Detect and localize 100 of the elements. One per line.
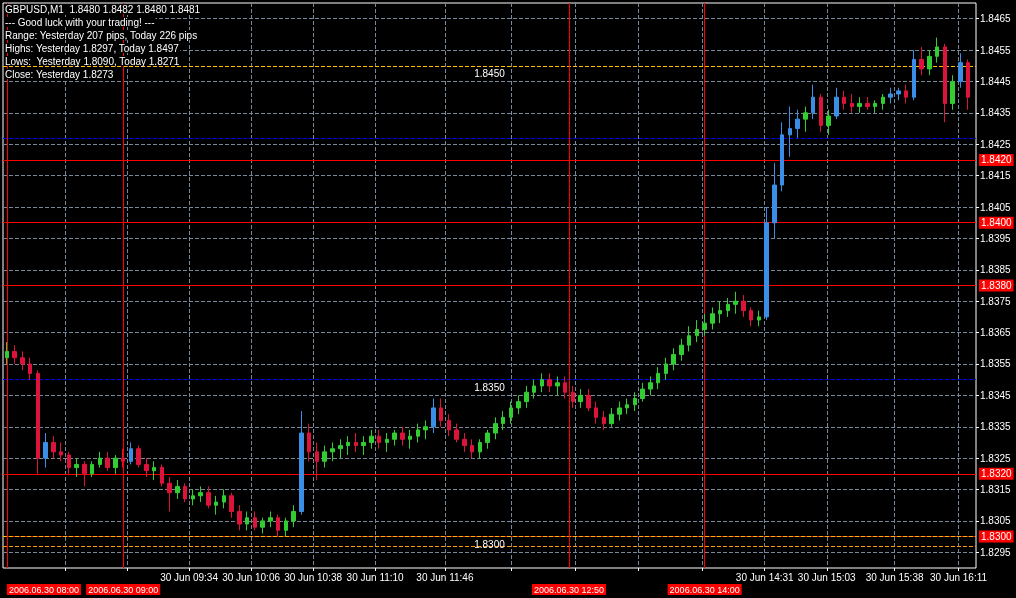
candlestick [609, 407, 614, 428]
annotation: --- Good luck with your trading! --- [5, 16, 155, 28]
chart-title: GBPUSD,M1 1.8480 1.8482 1.8480 1.8481 [5, 3, 201, 15]
candlestick [718, 300, 722, 324]
candlestick [74, 457, 79, 478]
candlestick [167, 476, 172, 512]
candlestick [757, 310, 761, 327]
candlestick [229, 492, 234, 519]
candlestick [919, 46, 924, 76]
ref-line-label: 1.8420 [981, 154, 1013, 166]
candlestick [377, 429, 381, 450]
candlestick [540, 372, 544, 393]
candlestick [509, 401, 513, 425]
y-tick-label: 1.8295 [980, 546, 1012, 558]
x-tick-label: 30 Jun 11:10 [346, 571, 405, 583]
candlestick [121, 448, 125, 469]
candlestick [51, 435, 56, 459]
candlestick [547, 372, 552, 393]
candlestick [330, 441, 335, 462]
ref-line-label: 1.8450 [474, 68, 506, 80]
ref-line-label: 2006.06.30 09:00 [88, 584, 159, 595]
candlestick [315, 441, 319, 481]
candlestick [237, 504, 242, 531]
annotation: Lows: Yesterday 1.8090, Today 1.8271 [5, 55, 180, 67]
candlestick [322, 445, 327, 469]
candlestick [423, 419, 428, 440]
candlestick [354, 432, 358, 453]
ref-line-label: 2006.06.30 12:50 [533, 584, 605, 595]
candlestick [454, 423, 459, 443]
candlestick [648, 376, 653, 396]
candlestick [43, 432, 48, 469]
ref-line-label: 1.8380 [981, 280, 1013, 291]
y-tick-label: 1.8355 [980, 358, 1012, 370]
x-tick-label: 30 Jun 10:06 [222, 571, 281, 583]
candlestick [850, 93, 854, 114]
y-tick-label: 1.8365 [980, 327, 1012, 339]
candlestick [222, 489, 226, 509]
candlestick [291, 504, 296, 528]
candlestick [578, 388, 583, 409]
y-tick-label: 1.8425 [980, 138, 1012, 150]
candlestick [67, 451, 71, 475]
candlestick [260, 517, 265, 534]
candlestick [881, 93, 885, 111]
y-tick-label: 1.8385 [980, 264, 1012, 276]
candlestick [764, 206, 769, 321]
candlestick [152, 460, 156, 481]
candlestick [803, 106, 808, 133]
candlestick [563, 376, 567, 399]
candlestick [160, 463, 164, 487]
candlestick [912, 49, 916, 101]
candlestick [896, 87, 901, 101]
candlestick [927, 49, 932, 76]
candlestick [129, 441, 133, 465]
candlestick [966, 59, 970, 111]
ref-line-label: 1.8300 [981, 531, 1013, 543]
candlestick [571, 385, 575, 409]
candlestick [338, 438, 343, 459]
candlestick [950, 74, 955, 111]
ref-line-label: 1.8400 [981, 217, 1013, 229]
candlestick [842, 90, 846, 111]
candlestick [284, 517, 288, 538]
candlestick [214, 495, 218, 516]
candlestick [5, 341, 9, 365]
ref-line-label: 2006.06.30 14:00 [669, 584, 740, 595]
candlestick [749, 306, 753, 327]
x-tick-label: 30 Jun 11:46 [416, 571, 474, 583]
candlestick [12, 344, 17, 365]
candlestick [741, 294, 746, 318]
x-tick-label: 30 Jun 14:31 [735, 571, 795, 583]
candlestick [183, 482, 187, 503]
candlestick [470, 438, 474, 459]
candlestick [28, 357, 32, 381]
annotation: Range: Yesterday 207 pips, Today 226 pips [5, 29, 198, 41]
x-tick-label: 30 Jun 09:34 [160, 571, 219, 583]
x-tick-label: 30 Jun 15:38 [865, 571, 924, 583]
candlestick [586, 388, 591, 412]
candlestick [136, 445, 141, 469]
candlestick [679, 338, 684, 362]
ref-line-label: 1.8320 [981, 468, 1013, 480]
candlestick [865, 96, 870, 111]
candlestick [524, 385, 529, 409]
candlestick [447, 413, 451, 437]
candlestick [385, 432, 389, 453]
candlestick [687, 325, 691, 352]
candlestick [943, 43, 947, 123]
candlestick [175, 479, 180, 500]
candlestick [772, 162, 777, 239]
ref-line-label: 1.8350 [474, 382, 506, 394]
y-tick-label: 1.8445 [980, 75, 1012, 87]
candlestick [276, 514, 280, 538]
candlestick [532, 379, 536, 399]
candlestick [811, 84, 815, 120]
candlestick [640, 382, 645, 403]
y-tick-label: 1.8415 [980, 170, 1012, 182]
candlestick [516, 394, 521, 415]
candlestick [361, 435, 366, 456]
x-tick-label: 30 Jun 16:11 [930, 571, 988, 583]
x-tick-label: 30 Jun 15:03 [797, 571, 857, 583]
candlestick [59, 441, 63, 462]
y-tick-label: 1.8465 [980, 13, 1012, 25]
